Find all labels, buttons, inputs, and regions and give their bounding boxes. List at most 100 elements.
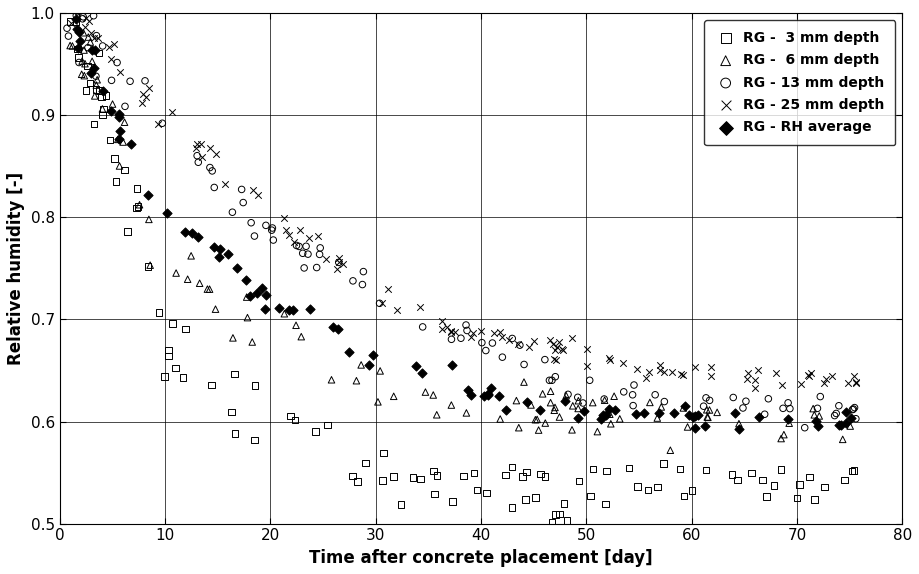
RG - 13 mm depth [123,77,138,86]
RG - RH average [159,208,174,217]
RG -  6 mm depth [843,421,857,430]
RG - 13 mm depth [265,223,279,232]
RG -  3 mm depth [724,470,739,479]
RG - 13 mm depth [258,221,273,230]
RG -  6 mm depth [81,33,96,42]
RG - 13 mm depth [234,185,249,194]
RG -  6 mm depth [524,401,539,410]
RG - 25 mm depth [769,368,784,377]
RG -  3 mm depth [176,373,190,382]
RG - 13 mm depth [76,12,91,21]
RG - 25 mm depth [375,299,390,308]
RG - RH average [73,36,87,45]
RG - 25 mm depth [652,365,667,374]
RG - 13 mm depth [247,231,262,241]
RG -  3 mm depth [673,464,687,474]
RG - 25 mm depth [142,84,156,93]
RG - 13 mm depth [69,11,84,20]
RG - RH average [607,405,622,414]
RG -  3 mm depth [518,495,533,504]
RG - 25 mm depth [549,355,563,364]
RG - RH average [361,361,376,370]
RG - 13 mm depth [89,31,104,40]
RG - RH average [838,408,853,417]
RG -  6 mm depth [444,401,459,410]
RG - 13 mm depth [571,393,585,402]
RG - 13 mm depth [297,263,312,273]
RG - 13 mm depth [829,409,844,418]
RG -  6 mm depth [105,99,119,108]
RG -  6 mm depth [418,387,433,397]
RG -  6 mm depth [654,402,669,412]
RG -  6 mm depth [663,445,677,455]
RG - 25 mm depth [332,257,346,266]
RG -  3 mm depth [599,467,614,476]
RG - RH average [87,45,102,55]
RG - 13 mm depth [355,280,369,289]
RG - RH average [728,408,743,417]
RG -  6 mm depth [585,398,600,407]
RG -  3 mm depth [545,518,560,527]
RG -  3 mm depth [744,468,759,478]
RG -  3 mm depth [376,448,391,457]
RG - 25 mm depth [801,371,816,381]
RG - 13 mm depth [474,338,489,347]
RG -  3 mm depth [480,488,494,498]
RG - 25 mm depth [551,338,566,347]
RG -  3 mm depth [698,466,713,475]
RG - RH average [481,390,495,400]
RG - 25 mm depth [107,39,121,48]
RG - RH average [70,43,85,52]
RG - 13 mm depth [627,381,641,390]
RG -  3 mm depth [70,44,85,53]
RG - 25 mm depth [502,336,516,345]
RG - 13 mm depth [479,346,494,355]
RG -  6 mm depth [202,285,217,294]
RG - 25 mm depth [330,264,345,273]
RG -  6 mm depth [511,423,526,432]
RG -  6 mm depth [547,406,562,415]
RG - 25 mm depth [135,89,150,98]
RG - RH average [577,406,592,416]
RG - RH average [255,283,269,292]
RG -  6 mm depth [118,118,132,127]
RG - 13 mm depth [236,198,251,207]
RG - 25 mm depth [277,214,291,223]
RG -  6 mm depth [642,398,657,407]
RG - 13 mm depth [310,263,324,272]
RG - 25 mm depth [547,355,562,364]
RG - 13 mm depth [596,394,611,404]
RG - 13 mm depth [289,241,304,250]
RG -  6 mm depth [65,41,80,51]
RG -  3 mm depth [320,420,335,429]
RG -  6 mm depth [200,285,215,294]
RG - 25 mm depth [639,373,653,382]
RG -  6 mm depth [571,404,585,413]
RG -  3 mm depth [457,471,471,480]
RG - RH average [677,402,692,411]
RG - 25 mm depth [794,379,809,388]
RG -  3 mm depth [802,472,817,482]
RG - 25 mm depth [493,327,507,336]
RG - RH average [558,397,573,406]
RG -  3 mm depth [598,499,613,509]
RG - 25 mm depth [641,367,656,376]
RG -  6 mm depth [77,71,92,80]
RG -  3 mm depth [168,364,183,373]
RG - 25 mm depth [79,13,94,22]
RG - 25 mm depth [193,140,208,149]
RG -  6 mm depth [324,375,339,385]
RG - 25 mm depth [188,144,203,153]
RG -  3 mm depth [755,475,770,484]
RG - 25 mm depth [311,231,325,241]
RG -  3 mm depth [283,412,298,421]
RG -  6 mm depth [142,215,156,224]
RG -  3 mm depth [789,494,804,503]
RG - RH average [594,414,608,423]
RG -  6 mm depth [116,137,130,146]
RG -  3 mm depth [774,465,789,474]
RG -  6 mm depth [603,410,618,419]
RG -  3 mm depth [538,472,552,481]
RG -  6 mm depth [807,410,822,420]
RG - 13 mm depth [846,405,861,414]
